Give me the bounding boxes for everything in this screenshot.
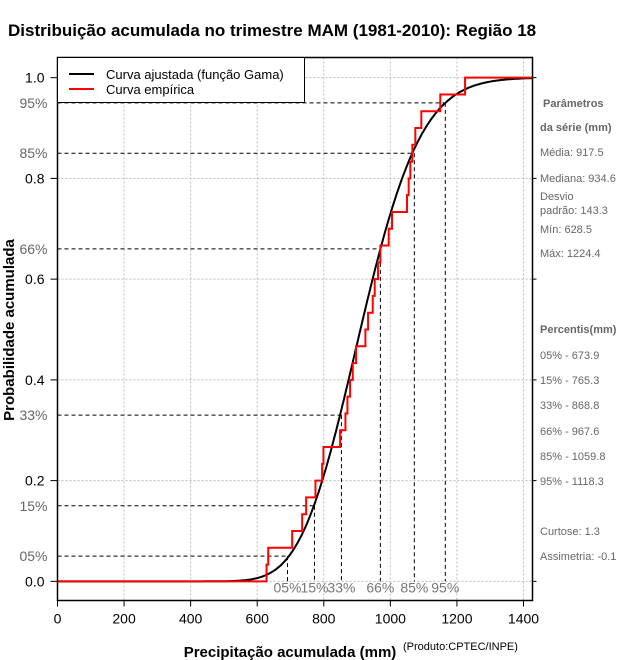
y-percentile-label: 95%: [19, 95, 47, 111]
x-percentile-label: 85%: [400, 579, 428, 595]
percentile-guides: [57, 102, 446, 582]
y-tick-label: 0.2: [25, 473, 45, 489]
y-axis-label: Probabilidade acumulada: [1, 238, 18, 420]
x-tick-label: 1200: [441, 611, 472, 627]
legend-label-fit: Curva ajustada (função Gama): [106, 67, 284, 82]
y-percentile-label: 05%: [19, 548, 47, 564]
credit-text: (Produto:CPTEC/INPE): [403, 641, 518, 653]
stat-desvio-1: Desvio: [540, 191, 574, 203]
params-title-2: da série (mm): [540, 122, 612, 134]
y-tick-label: 1.0: [25, 70, 45, 86]
percentil-15: 15% - 765.3: [540, 375, 599, 387]
chart-title: Distribuição acumulada no trimestre MAM …: [8, 21, 536, 40]
stat-max: Máx: 1224.4: [540, 248, 601, 260]
x-tick-label: 1400: [508, 611, 539, 627]
y-tick-label: 0.0: [25, 573, 45, 589]
stat-media: Média: 917.5: [540, 147, 604, 159]
x-tick-label: 800: [312, 611, 336, 627]
stat-assimetria: Assimetria: -0.1: [540, 551, 616, 563]
y-percentile-label: 85%: [19, 145, 47, 161]
stat-desvio-2: padrão: 143.3: [540, 205, 608, 217]
stat-min: Mín: 628.5: [540, 224, 592, 236]
percentil-66: 66% - 967.6: [540, 426, 599, 438]
side-panel: Parâmetros da série (mm) Média: 917.5 Me…: [540, 98, 617, 563]
stat-mediana: Mediana: 934.6: [540, 173, 616, 185]
stat-curtose: Curtose: 1.3: [540, 526, 600, 538]
series: [57, 76, 533, 583]
plot-frame: [56, 56, 534, 602]
legend-label-empirical: Curva empírica: [106, 82, 195, 97]
legend-box: [57, 57, 305, 103]
percentis-title: Percentis(mm): [540, 324, 617, 336]
percentil-95: 95% - 1118.3: [540, 476, 604, 488]
grid: [57, 57, 533, 601]
y-tick-label: 0.8: [25, 170, 45, 186]
x-percentile-label: 66%: [366, 579, 394, 595]
x-percentile-label: 05%: [273, 579, 301, 595]
y-tick-label: 0.6: [25, 271, 45, 287]
x-tick-label: 400: [179, 611, 203, 627]
percentil-33: 33% - 868.8: [540, 400, 599, 412]
y-percentile-label: 66%: [19, 241, 47, 257]
y-percentile-label: 15%: [19, 498, 47, 514]
x-tick-label: 1000: [375, 611, 406, 627]
params-title-1: Parâmetros: [543, 98, 604, 110]
percentil-05: 05% - 673.9: [540, 350, 599, 362]
axes: 0 200 400 600 800 1000 1200 1400 0.0 0.2 0.4 0.6 0.8…: [19, 70, 539, 627]
y-tick-label: 0.4: [25, 372, 45, 388]
legend: Curva ajustada (função Gama) Curva empír…: [57, 57, 305, 103]
x-axis-label: Precipitação acumulada (mm): [184, 644, 397, 660]
x-tick-label: 200: [112, 611, 136, 627]
empirical-step-curve: [57, 76, 533, 583]
x-tick-label: 600: [246, 611, 270, 627]
y-percentile-label: 33%: [19, 407, 47, 423]
x-percentile-label: 95%: [431, 579, 459, 595]
x-tick-label: 0: [54, 611, 62, 627]
x-percentile-label: 15%: [300, 579, 328, 595]
percentil-85: 85% - 1059.8: [540, 451, 605, 463]
x-percentile-label: 33%: [327, 579, 355, 595]
